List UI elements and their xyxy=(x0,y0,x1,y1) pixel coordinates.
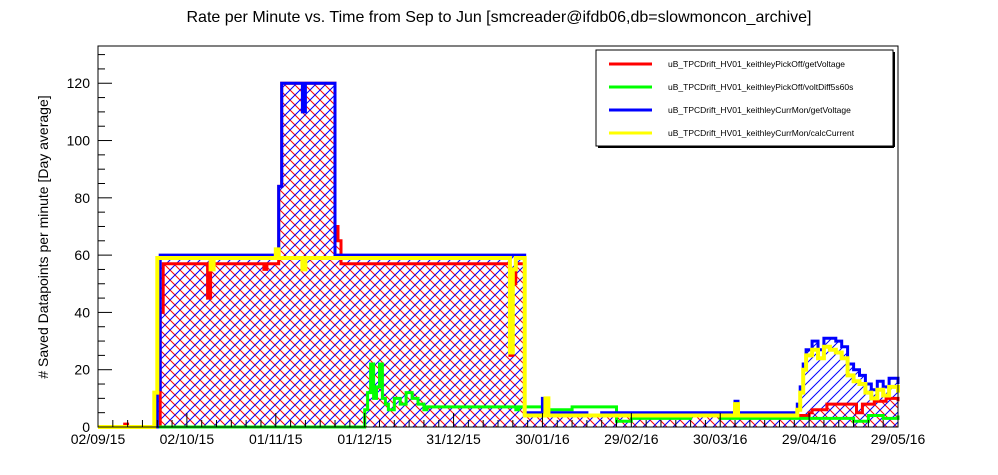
series-fill-2 xyxy=(98,83,898,427)
x-axis-ticks: 02/09/15 02/10/15 01/11/15 01/12/15 31/12/15… xyxy=(71,413,926,447)
legend: uB_TPCDrift_HV01_keithleyPickOff/getVolt… xyxy=(595,49,895,148)
y-tick-label: 120 xyxy=(67,75,91,91)
y-axis-label: # Saved Datapoints per minute [Day avera… xyxy=(35,95,51,378)
y-tick-label: 20 xyxy=(74,362,90,378)
series-line-1 xyxy=(98,362,900,429)
legend-entry-label: uB_TPCDrift_HV01_keithleyPickOff/getVolt… xyxy=(668,59,845,69)
x-tick-label: 30/03/16 xyxy=(693,431,748,447)
plot-area xyxy=(98,81,900,429)
x-tick-label: 01/11/15 xyxy=(249,431,303,447)
x-tick-label: 02/09/15 xyxy=(71,431,126,447)
series-line-0 xyxy=(98,81,900,429)
y-tick-label: 0 xyxy=(82,419,90,435)
x-tick-label: 29/05/16 xyxy=(871,431,926,447)
legend-entry-label: uB_TPCDrift_HV01_keithleyPickOff/voltDif… xyxy=(668,82,853,92)
x-tick-label: 30/01/16 xyxy=(515,431,570,447)
y-tick-label: 80 xyxy=(74,190,90,206)
x-tick-label: 29/02/16 xyxy=(604,431,659,447)
legend-entry-label: uB_TPCDrift_HV01_keithleyCurrMon/getVolt… xyxy=(668,105,851,115)
y-tick-label: 100 xyxy=(67,133,91,149)
x-tick-label: 29/04/16 xyxy=(782,431,837,447)
x-tick-label: 31/12/15 xyxy=(426,431,481,447)
y-axis-ticks: 0 20 40 60 80 100 120 xyxy=(67,54,112,435)
y-tick-label: 60 xyxy=(74,247,90,263)
legend-box xyxy=(595,49,894,147)
x-tick-label: 01/12/15 xyxy=(337,431,392,447)
legend-entry-label: uB_TPCDrift_HV01_keithleyCurrMon/calcCur… xyxy=(668,128,855,138)
chart-title: Rate per Minute vs. Time from Sep to Jun… xyxy=(187,9,812,26)
y-tick-label: 40 xyxy=(74,304,90,320)
x-tick-label: 02/10/15 xyxy=(160,431,215,447)
